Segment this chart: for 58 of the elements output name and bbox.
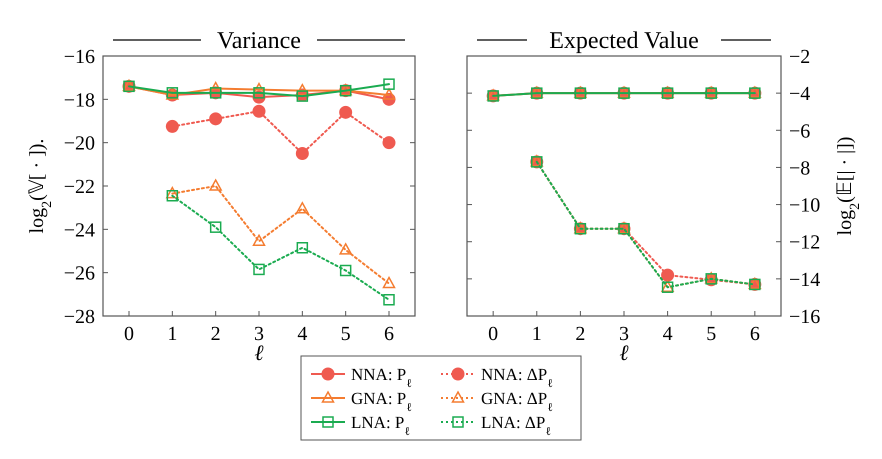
point (339, 243, 352, 255)
x-tick-label: 4 (662, 323, 673, 345)
legend-label: LNA: ΔP$_{ℓ}$ (481, 413, 552, 438)
y2-tick-label: −12 (789, 232, 820, 254)
legend-label: NNA: ΔP$_{ℓ}$ (481, 365, 553, 390)
y2-tick-label: −6 (789, 120, 810, 142)
point (253, 87, 265, 99)
y2-tick-label: −16 (789, 306, 820, 328)
legend-label: LNA: P$_{ℓ}$ (351, 413, 410, 438)
point (253, 264, 265, 276)
point (166, 120, 179, 133)
y-tick-label: −18 (64, 89, 95, 112)
legend-label: GNA: P$_{ℓ}$ (351, 389, 412, 414)
point (209, 179, 222, 191)
point (209, 112, 222, 126)
x-tick-label: 1 (532, 323, 542, 345)
point (296, 84, 309, 96)
x-tick-label: 6 (750, 323, 760, 345)
x-tick-label: 0 (124, 323, 134, 345)
x-tick-label: 1 (167, 323, 178, 345)
y2-tick-label: −2 (789, 46, 810, 68)
x-tick-label: 5 (340, 323, 351, 345)
point (210, 221, 222, 233)
point (382, 136, 396, 150)
x-tick-label: 6 (384, 323, 394, 345)
legend-label: NNA: P$_{ℓ}$ (351, 365, 412, 390)
point (296, 202, 309, 214)
y2-tick-label: −10 (789, 194, 820, 217)
y-tick-label: −22 (64, 176, 95, 198)
point (166, 190, 178, 202)
x-tick-label: 4 (297, 323, 308, 345)
y-tick-label: −28 (64, 306, 95, 328)
y-tick-label: −26 (64, 262, 95, 285)
y2-tick-label: −8 (789, 157, 810, 180)
y2-tick-label: −14 (789, 268, 820, 291)
x-tick-label: 0 (488, 323, 498, 345)
x-tick-label: 2 (575, 323, 586, 345)
point (340, 264, 352, 276)
point (252, 104, 266, 118)
chart-title: Expected Value (549, 28, 699, 54)
point (382, 88, 396, 100)
x-tick-label: 2 (210, 323, 221, 345)
legend-label: GNA: ΔP$_{ℓ}$ (481, 389, 553, 414)
point (339, 106, 352, 119)
point (252, 234, 266, 246)
y-tick-label: −20 (64, 132, 95, 155)
point (382, 276, 396, 288)
point (661, 268, 674, 282)
y2-tick-label: −4 (789, 83, 810, 106)
x-tick-label: 5 (706, 323, 716, 345)
point (296, 147, 309, 160)
point (296, 242, 308, 254)
point (383, 294, 395, 306)
point (166, 186, 179, 198)
y-tick-label: −24 (64, 219, 95, 242)
point (383, 78, 395, 90)
chart-title: Variance (217, 28, 301, 54)
y-tick-label: −16 (64, 46, 95, 68)
